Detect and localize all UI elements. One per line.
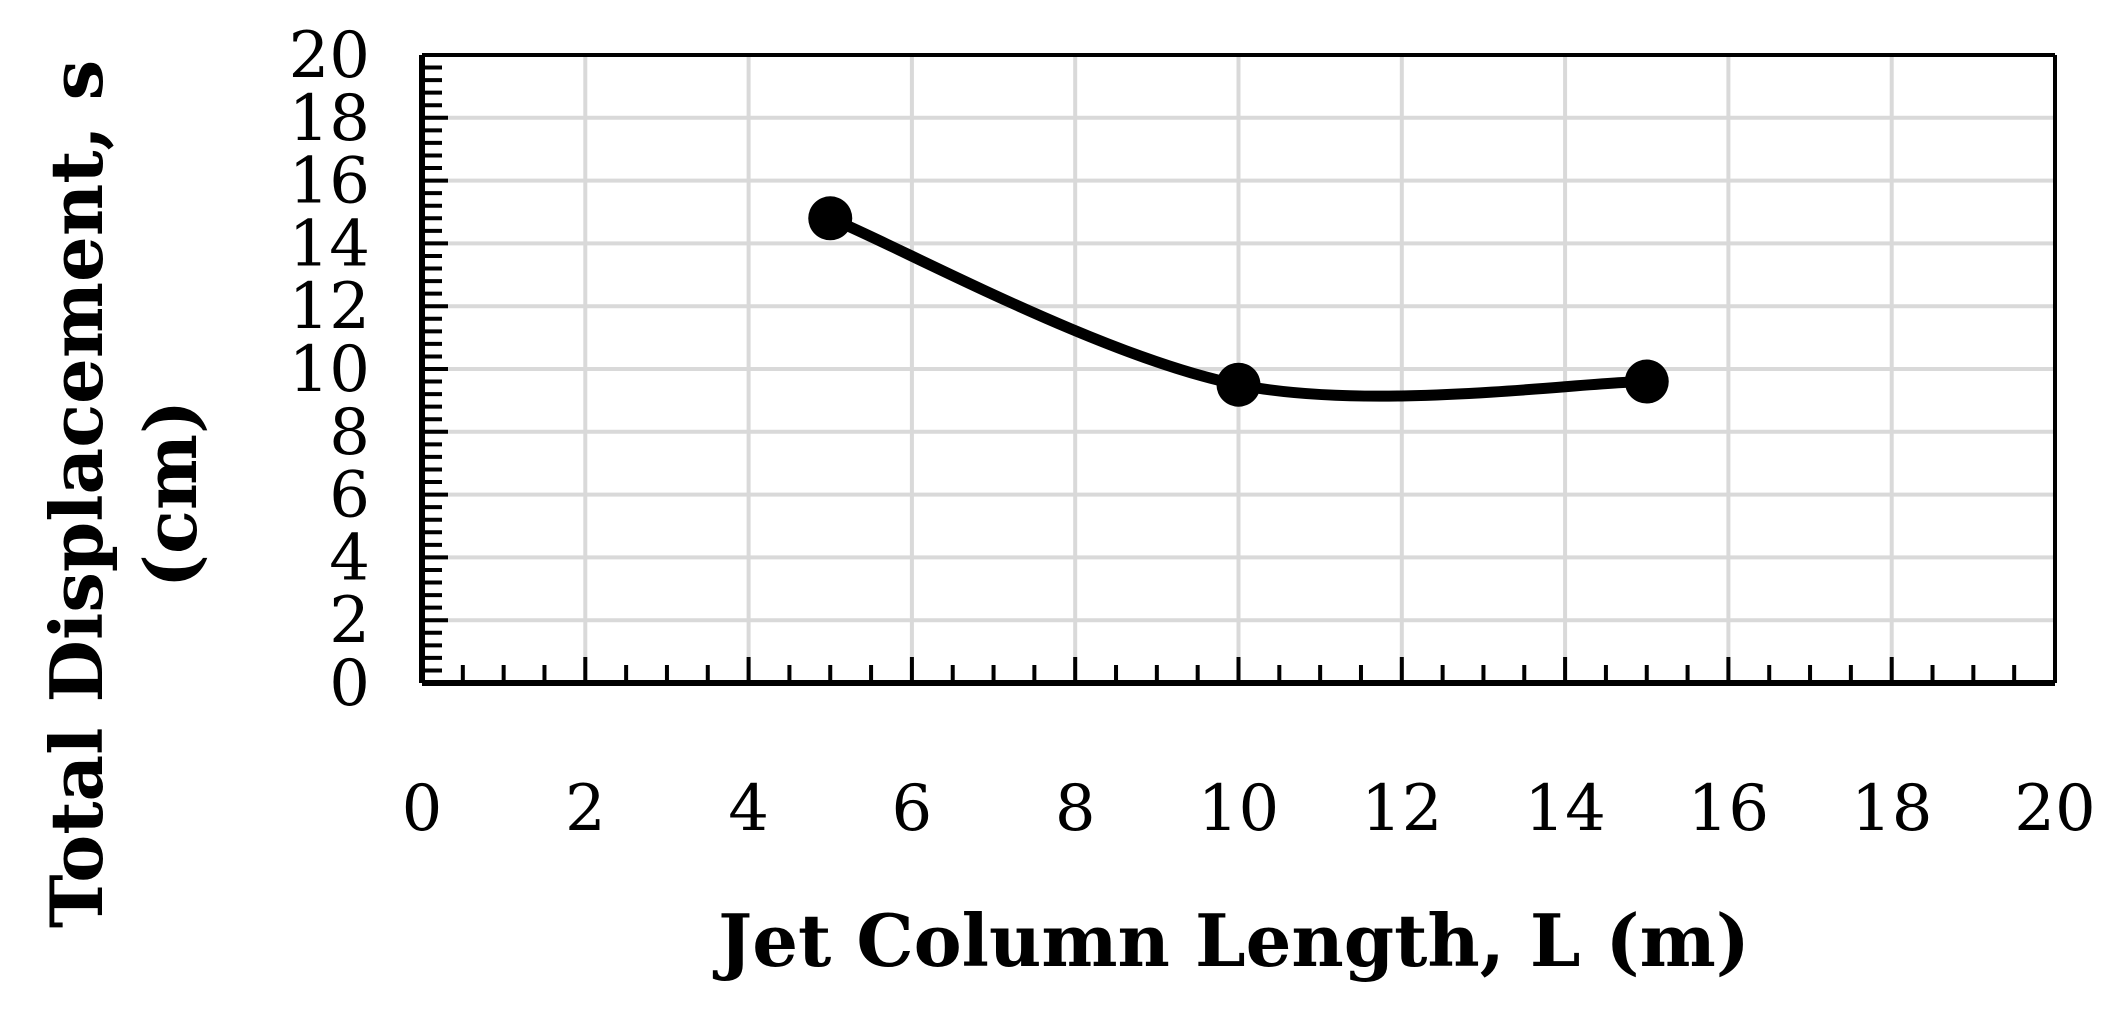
x-tick-label: 12 <box>1361 772 1442 846</box>
x-tick-label: 14 <box>1524 772 1605 846</box>
y-tick-label: 0 <box>329 647 370 721</box>
y-tick-label: 4 <box>329 521 370 595</box>
y-tick-label: 12 <box>289 270 370 344</box>
data-point <box>1624 359 1669 404</box>
x-tick-labels: 0 2 4 6 8 10 12 14 16 18 20 <box>402 772 2096 846</box>
x-tick-label: 20 <box>2014 772 2095 846</box>
x-tick-label: 18 <box>1851 772 1932 846</box>
x-axis-title: Jet Column Length, L (m) <box>712 898 1750 983</box>
x-tick-label: 6 <box>892 772 933 846</box>
y-axis-title-line1: Total Displacement, s <box>34 60 119 928</box>
x-tick-label: 8 <box>1055 772 1096 846</box>
y-tick-label: 20 <box>289 19 370 93</box>
series-layer <box>808 196 1669 407</box>
y-tick-label: 14 <box>289 207 370 281</box>
minor-ticks <box>420 53 2057 685</box>
y-tick-label: 8 <box>329 396 370 470</box>
y-tick-label: 2 <box>329 584 370 658</box>
y-tick-label: 16 <box>289 145 370 219</box>
y-tick-label: 10 <box>289 333 370 407</box>
data-point <box>1216 362 1261 407</box>
y-axis-title-line2: (cm) <box>128 400 213 588</box>
x-tick-label: 0 <box>402 772 443 846</box>
y-tick-label: 6 <box>329 459 370 533</box>
axes <box>419 53 2057 686</box>
y-tick-label: 18 <box>289 82 370 156</box>
grid <box>422 53 2057 683</box>
x-tick-label: 10 <box>1198 772 1279 846</box>
x-tick-label: 2 <box>565 772 606 846</box>
data-point <box>808 196 853 241</box>
x-tick-label: 16 <box>1688 772 1769 846</box>
x-tick-label: 4 <box>728 772 769 846</box>
